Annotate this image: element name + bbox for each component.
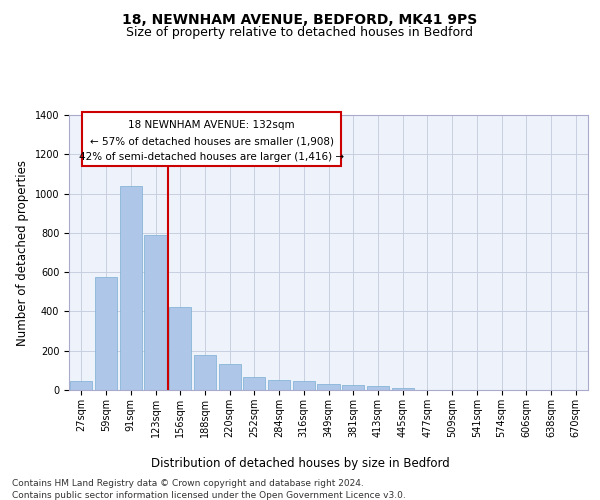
Bar [169, 306, 191, 390]
Y-axis label: Number of detached properties: Number of detached properties [16, 160, 29, 346]
Bar [194, 354, 216, 390]
FancyBboxPatch shape [82, 112, 341, 166]
Text: Size of property relative to detached houses in Bedford: Size of property relative to detached ho… [127, 26, 473, 39]
Bar [218, 364, 241, 390]
Text: 18, NEWNHAM AVENUE, BEDFORD, MK41 9PS: 18, NEWNHAM AVENUE, BEDFORD, MK41 9PS [122, 12, 478, 26]
Bar [317, 384, 340, 390]
Bar [293, 381, 315, 390]
Text: 42% of semi-detached houses are larger (1,416) →: 42% of semi-detached houses are larger (… [79, 152, 344, 162]
Bar [342, 384, 364, 390]
Bar [119, 186, 142, 390]
Text: Distribution of detached houses by size in Bedford: Distribution of detached houses by size … [151, 458, 449, 470]
Bar [145, 235, 167, 390]
Bar [367, 386, 389, 390]
Bar [95, 277, 117, 390]
Bar [392, 388, 414, 390]
Text: Contains HM Land Registry data © Crown copyright and database right 2024.: Contains HM Land Registry data © Crown c… [12, 479, 364, 488]
Text: 18 NEWNHAM AVENUE: 132sqm: 18 NEWNHAM AVENUE: 132sqm [128, 120, 295, 130]
Bar [243, 377, 265, 390]
Bar [70, 381, 92, 390]
Bar [268, 380, 290, 390]
Text: Contains public sector information licensed under the Open Government Licence v3: Contains public sector information licen… [12, 491, 406, 500]
Text: ← 57% of detached houses are smaller (1,908): ← 57% of detached houses are smaller (1,… [90, 136, 334, 146]
